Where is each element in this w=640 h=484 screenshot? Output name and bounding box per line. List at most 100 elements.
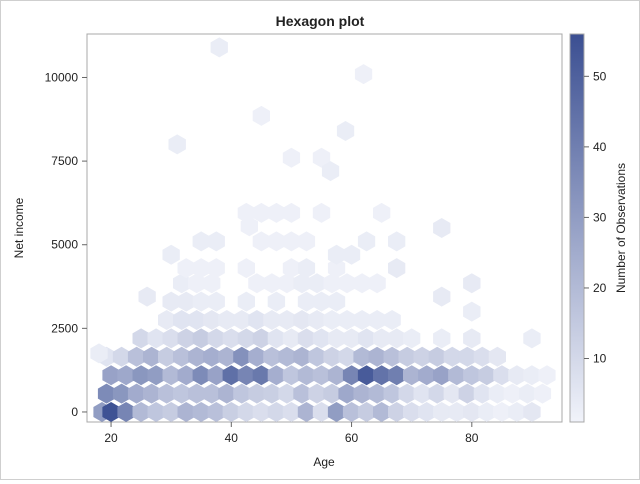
hexbin-cell <box>173 273 191 294</box>
hexbin-cell <box>478 402 496 422</box>
hexbin-cell <box>383 346 401 367</box>
hexbin-cell <box>173 383 191 404</box>
hexbin-cell <box>342 328 361 349</box>
hexbin-cell <box>312 402 331 422</box>
hexbin-cell <box>132 365 150 386</box>
hexbin-cell <box>147 402 165 422</box>
hexbin-cell <box>177 365 195 386</box>
hexbin-cell <box>90 343 108 364</box>
hexbin-cell <box>373 402 391 422</box>
hexbin-cell <box>192 365 210 386</box>
hexbin-cell <box>398 346 416 367</box>
hexbin-cell <box>297 365 316 386</box>
x-axis: 20 40 60 80 <box>104 422 479 445</box>
hexbin-cell <box>252 402 270 422</box>
hexbin-cell <box>222 402 240 422</box>
hexbin-cell <box>267 291 286 312</box>
hexbin-cell <box>267 202 286 223</box>
hexbin-cell <box>327 365 346 386</box>
hexbin-cell <box>252 202 270 223</box>
hexbin-cell <box>237 328 255 349</box>
hexbin-cell <box>327 244 346 265</box>
colorbar-tick-label: 40 <box>593 140 607 154</box>
hexbin-cell <box>112 383 131 404</box>
hexbin-cell <box>158 346 176 367</box>
hexbin-cell <box>368 310 386 330</box>
hexbin-cell <box>488 346 506 367</box>
hexbin-cell <box>388 365 406 386</box>
hexbin-cell <box>373 328 391 349</box>
hexbin-cell <box>493 402 511 422</box>
hexbin-cell <box>203 310 221 330</box>
hexbin-cell <box>357 402 376 422</box>
hexbin-cell <box>138 286 156 307</box>
hexbin-cell <box>342 365 361 386</box>
hexbin-cell <box>267 365 286 386</box>
hexbin-cell <box>222 328 240 349</box>
hexbin-cell <box>263 310 281 330</box>
hexbin-cell <box>418 365 436 386</box>
hexbin-cell <box>117 365 135 386</box>
hexbin-cell <box>252 328 270 349</box>
y-tick-label: 10000 <box>45 70 79 84</box>
hexbin-cell <box>192 291 210 312</box>
hexbin-cell <box>312 147 331 168</box>
hexbin-cell <box>237 402 255 422</box>
hexbin-cell <box>338 310 356 330</box>
hexbin-cell <box>503 383 522 404</box>
hexbin-cell <box>147 365 165 386</box>
hexbin-cell <box>428 383 446 404</box>
hexbin-cell <box>308 273 326 294</box>
hexbin-cell <box>388 258 406 279</box>
hexbin-cell <box>132 402 150 422</box>
hexbin-cell <box>403 328 421 349</box>
hexbin-cell <box>518 383 537 404</box>
hexbin-cell <box>473 383 491 404</box>
hexbin-cell <box>282 231 301 252</box>
hexbin-cell <box>323 383 341 404</box>
hexbin-cell <box>353 346 371 367</box>
x-tick-label: 80 <box>465 431 479 445</box>
hexbin-cell <box>293 346 311 367</box>
hexbin-cell <box>252 231 270 252</box>
hexbin-cell <box>383 310 401 330</box>
y-tick-label: 2500 <box>51 321 78 335</box>
y-axis-label: Net income <box>12 197 26 258</box>
hexbin-cell <box>523 402 541 422</box>
hexbin-cell <box>188 383 206 404</box>
hexbin-cell <box>278 273 296 294</box>
hexbin-cell <box>177 258 195 279</box>
hexbin-cell <box>297 258 316 279</box>
hexbin-cell <box>353 383 371 404</box>
hexbin-cell <box>102 402 120 422</box>
hexbin-cell <box>218 346 236 367</box>
hexbin-cell <box>336 121 355 141</box>
hexbin-cell <box>218 383 236 404</box>
hexbin-cell <box>147 328 165 349</box>
x-tick-label: 20 <box>104 431 118 445</box>
hexbin-cell <box>158 383 176 404</box>
hexbin-cell <box>478 365 496 386</box>
hexbin-cell <box>312 328 331 349</box>
hexbin-cell <box>173 346 191 367</box>
colorbar-tick-label: 20 <box>593 281 607 295</box>
hexbin-cell <box>207 291 225 312</box>
y-tick-label: 5000 <box>51 238 78 252</box>
hexbin-cell <box>252 365 270 386</box>
hexbin-cell <box>538 365 556 386</box>
hexbin-cell <box>433 328 451 349</box>
hexbin-cell <box>248 310 266 330</box>
hexbin-cell <box>293 273 311 294</box>
hexbin-cell <box>210 37 228 58</box>
colorbar-ticks: 10 20 30 40 50 <box>584 69 607 366</box>
hexbin-cell <box>263 273 281 294</box>
hexbin-cell <box>443 383 461 404</box>
x-tick-label: 40 <box>225 431 239 445</box>
hexbin-cell <box>448 365 466 386</box>
hexbin-cell <box>338 346 356 367</box>
y-tick-label: 0 <box>71 405 78 419</box>
hexbin-cell <box>443 346 461 367</box>
colorbar-tick-label: 30 <box>593 210 607 224</box>
hexbin-cell <box>373 365 391 386</box>
hexbin-cell <box>237 258 255 279</box>
